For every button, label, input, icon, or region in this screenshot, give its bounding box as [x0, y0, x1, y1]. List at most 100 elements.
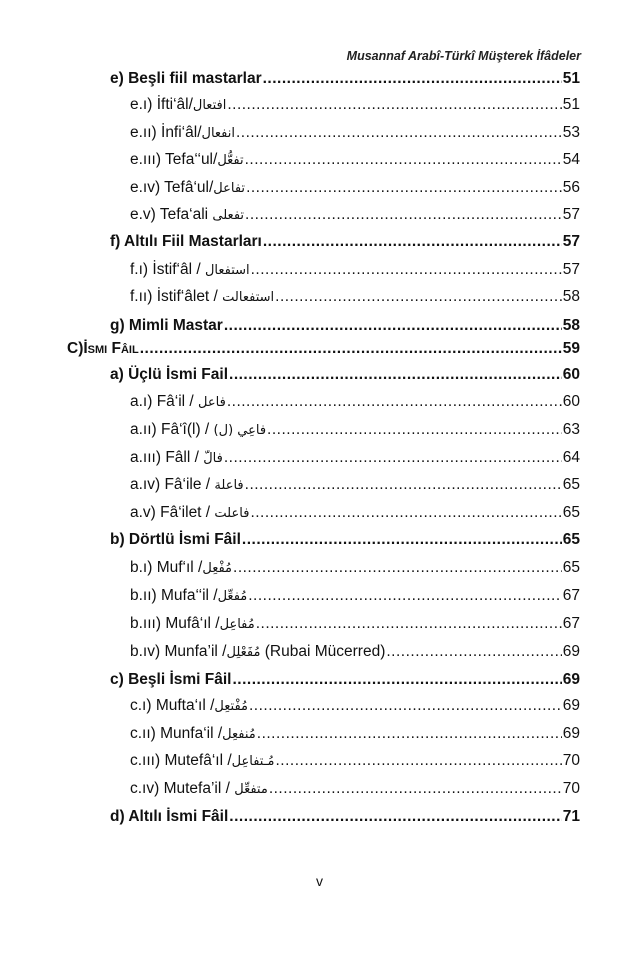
entry-arabic: مُـتفاعِل — [231, 754, 275, 769]
entry-page-number: 51 — [562, 96, 580, 113]
entry-title: e.ıı) İnfi‘âl/ — [130, 124, 202, 141]
dot-leader — [386, 643, 561, 661]
toc-entry[interactable]: a.ıı) Fâ‘î(l) / فاعِي (ل) 63 — [130, 421, 580, 445]
entry-page-number: 70 — [562, 780, 580, 797]
toc-entry[interactable]: a.ııı) Fâll / فالّ 64 — [130, 449, 580, 473]
toc-entry[interactable]: e.ıv) Tefâ‘ul/تفاعل 56 — [130, 179, 580, 203]
toc-entry[interactable]: f.ı) İstif‘âl / استفعال 57 — [130, 261, 580, 285]
dot-leader — [140, 340, 562, 358]
toc-entry[interactable]: e) Beşli fiil mastarlar 51 — [110, 70, 580, 94]
toc-entry[interactable]: b.ıv) Munfa’il /مُفَعْلِل (Rubai Mücerre… — [130, 643, 580, 667]
toc-entry[interactable]: d) Altılı İsmi Fâil 71 — [110, 808, 580, 832]
entry-title: a.ıı) Fâ‘î(l) / — [130, 421, 214, 438]
toc-entry-label: a.v) Fâ‘ilet / فاعلت — [130, 504, 249, 522]
entry-title: e) Beşli fiil mastarlar — [110, 70, 262, 87]
toc-entry-label: c.ı) Mufta‘ıl /مُفْتعِل — [130, 697, 248, 715]
dot-leader — [229, 808, 561, 826]
entry-page-number: 58 — [562, 288, 580, 305]
entry-arabic: تفاعل — [213, 181, 246, 196]
dot-leader — [224, 317, 562, 335]
toc-entry-label: b.ııı) Mufâ‘ıl /مُفاعِل — [130, 615, 255, 633]
entry-arabic: مُنفعِل — [222, 727, 256, 742]
toc-entry-label: e.ıı) İnfi‘âl/انفعال — [130, 124, 235, 142]
toc-entry[interactable]: C)İsmi Fâil 59 — [67, 340, 580, 364]
toc-entry[interactable]: f) Altılı Fiil Mastarları 57 — [110, 233, 580, 257]
entry-page-number: 56 — [562, 179, 580, 196]
toc-entry[interactable]: c.ıv) Mutefa’il / متفعِّل 70 — [130, 780, 580, 804]
dot-leader — [227, 96, 561, 114]
toc-entry[interactable]: b.ı) Muf‘ıl /مُفْعِل 65 — [130, 559, 580, 583]
entry-title: b.ıv) Munfa’il / — [130, 643, 227, 660]
entry-title: d) Altılı İsmi Fâil — [110, 808, 229, 825]
entry-page-number: 69 — [562, 643, 580, 660]
dot-leader — [233, 559, 562, 577]
toc-entry-label: a.ı) Fâ‘il / فاعل — [130, 393, 226, 411]
entry-page-number: 58 — [562, 317, 580, 334]
dot-leader — [246, 179, 562, 197]
entry-arabic: فالّ — [203, 451, 223, 466]
entry-page-number: 71 — [562, 808, 580, 825]
toc-entry[interactable]: a) Üçlü İsmi Fail 60 — [110, 366, 580, 390]
toc-entry-label: e.ı) İfti‘âl/افتعال — [130, 96, 226, 114]
toc-entry-label: a.ııı) Fâll / فالّ — [130, 449, 223, 467]
toc-entry-label: f.ı) İstif‘âl / استفعال — [130, 261, 250, 279]
toc-entry[interactable]: c.ı) Mufta‘ıl /مُفْتعِل 69 — [130, 697, 580, 721]
toc-entry[interactable]: a.ıv) Fâ‘ile / فاعلة 65 — [130, 476, 580, 500]
toc-entry-label: b.ıv) Munfa’il /مُفَعْلِل (Rubai Mücerre… — [130, 643, 385, 661]
toc-entry[interactable]: e.ıı) İnfi‘âl/انفعال 53 — [130, 124, 580, 148]
toc-entry-label: C)İsmi Fâil — [67, 340, 139, 358]
toc-entry[interactable]: b.ııı) Mufâ‘ıl /مُفاعِل 67 — [130, 615, 580, 639]
toc-entry-label: a.ıv) Fâ‘ile / فاعلة — [130, 476, 244, 494]
dot-leader — [236, 124, 562, 142]
entry-page-number: 64 — [562, 449, 580, 466]
entry-title: e.ıv) Tefâ‘ul/ — [130, 179, 214, 196]
dot-leader — [242, 531, 562, 549]
toc-entry[interactable]: e.v) Tefa‘ali تفعلى 57 — [130, 206, 580, 230]
dot-leader — [269, 780, 562, 798]
toc-entry[interactable]: a.ı) Fâ‘il / فاعل 60 — [130, 393, 580, 417]
toc-entry-label: d) Altılı İsmi Fâil — [110, 808, 228, 826]
entry-arabic: مُفْتعِل — [214, 699, 248, 714]
entry-page-number: 60 — [562, 393, 580, 410]
toc-entry[interactable]: c.ıı) Munfa‘il /مُنفعِل 69 — [130, 725, 580, 749]
entry-arabic: استفعالت — [222, 290, 275, 305]
entry-title: b.ıı) Mufa‘‘il / — [130, 587, 218, 604]
toc-entry[interactable]: e.ııı) Tefa‘‘ul/تفعُّل 54 — [130, 151, 580, 175]
running-header: Musannaf Arabî-Türkî Müşterek İfâdeler — [346, 49, 581, 63]
toc-entry[interactable]: b) Dörtlü İsmi Fâil 65 — [110, 531, 580, 555]
toc-entry-label: e.ııı) Tefa‘‘ul/تفعُّل — [130, 151, 244, 169]
entry-arabic: فاعل — [198, 395, 226, 410]
entry-page-number: 65 — [562, 531, 580, 548]
entry-page-number: 65 — [562, 476, 580, 493]
toc-entry[interactable]: c.ııı) Mutefâ‘ıl /مُـتفاعِل 70 — [130, 752, 580, 776]
entry-arabic: مُفاعِل — [219, 617, 255, 632]
dot-leader — [245, 151, 562, 169]
entry-title: g) Mimli Mastar — [110, 317, 223, 334]
entry-arabic: فاعلة — [214, 478, 244, 493]
entry-title: e.ı) İfti‘âl/ — [130, 96, 193, 113]
dot-leader — [256, 615, 562, 633]
toc-entry-label: e.v) Tefa‘ali تفعلى — [130, 206, 244, 224]
toc-entry-label: c.ııı) Mutefâ‘ıl /مُـتفاعِل — [130, 752, 274, 770]
entry-arabic: مُفعِّل — [217, 589, 248, 604]
toc-entry[interactable]: e.ı) İfti‘âl/افتعال 51 — [130, 96, 580, 120]
dot-leader — [267, 421, 562, 439]
entry-arabic: فاعِي (ل) — [213, 423, 267, 438]
entry-arabic: متفعِّل — [234, 782, 268, 797]
toc-entry[interactable]: f.ıı) İstif‘âlet / استفعالت 58 — [130, 288, 580, 312]
entry-page-number: 63 — [562, 421, 580, 438]
entry-page-number: 54 — [562, 151, 580, 168]
entry-title: C)İsmi Fâil — [67, 340, 139, 357]
toc-entry[interactable]: b.ıı) Mufa‘‘il /مُفعِّل 67 — [130, 587, 580, 611]
toc-entry[interactable]: g) Mimli Mastar 58 — [110, 317, 580, 341]
toc-entry[interactable]: a.v) Fâ‘ilet / فاعلت 65 — [130, 504, 580, 528]
entry-title: e.v) Tefa‘ali — [130, 206, 213, 223]
entry-title: f.ıı) İstif‘âlet / — [130, 288, 223, 305]
entry-page-number: 65 — [562, 559, 580, 576]
dot-leader — [224, 449, 562, 467]
entry-page-number: 69 — [562, 697, 580, 714]
entry-title: a.ı) Fâ‘il / — [130, 393, 199, 410]
toc-entry[interactable]: c) Beşli İsmi Fâil 69 — [110, 671, 580, 695]
entry-title: b.ı) Muf‘ıl / — [130, 559, 203, 576]
dot-leader — [229, 366, 562, 384]
